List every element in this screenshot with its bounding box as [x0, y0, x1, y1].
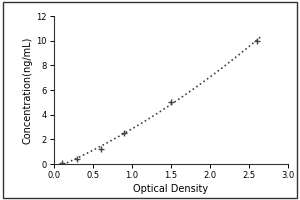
Y-axis label: Concentration(ng/mL): Concentration(ng/mL) [22, 36, 32, 144]
X-axis label: Optical Density: Optical Density [134, 184, 208, 194]
